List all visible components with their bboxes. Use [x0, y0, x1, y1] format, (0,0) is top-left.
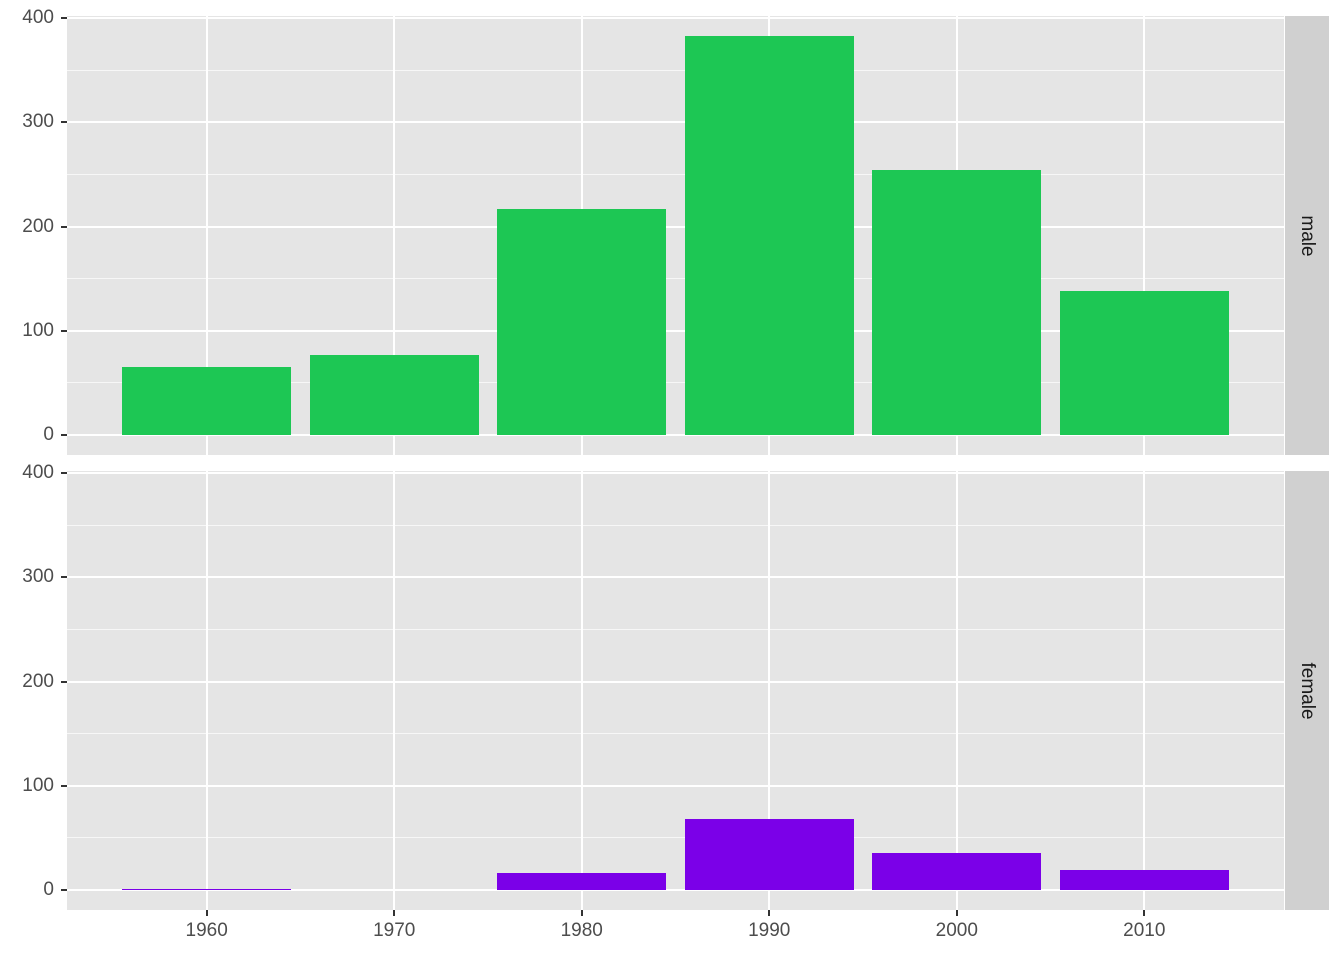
- vertical-gridline: [580, 471, 583, 910]
- vertical-gridline: [393, 471, 396, 910]
- major-gridline: [67, 121, 1284, 124]
- x-tick-label: 1990: [748, 920, 791, 941]
- bar-female-1980: [497, 873, 667, 891]
- bar-male-2010: [1059, 291, 1229, 436]
- y-tick: [61, 472, 67, 475]
- y-tick-label: 400: [22, 462, 54, 484]
- facet-strip-label: female: [1297, 661, 1318, 720]
- y-tick: [61, 225, 67, 228]
- bar-male-1980: [497, 208, 667, 436]
- minor-gridline: [67, 382, 1284, 384]
- minor-gridline: [67, 174, 1284, 176]
- y-tick-label: 400: [22, 7, 54, 29]
- x-tick: [955, 910, 958, 916]
- major-gridline: [67, 889, 1284, 892]
- bar-male-1960: [122, 367, 292, 436]
- y-tick: [61, 329, 67, 332]
- vertical-gridline: [1143, 471, 1146, 910]
- minor-gridline: [67, 278, 1284, 280]
- minor-gridline: [67, 524, 1284, 526]
- bar-male-2000: [872, 170, 1042, 436]
- x-tick-label: 2010: [1123, 920, 1166, 941]
- major-gridline: [67, 472, 1284, 475]
- vertical-gridline: [205, 471, 208, 910]
- vertical-gridline: [768, 471, 771, 910]
- y-tick-label: 300: [22, 566, 54, 588]
- vertical-gridline: [205, 16, 208, 455]
- facet-strip-male: male: [1285, 16, 1329, 455]
- bar-female-1990: [684, 819, 854, 891]
- bar-female-2000: [872, 852, 1042, 891]
- y-tick: [61, 889, 67, 892]
- minor-gridline: [67, 629, 1284, 631]
- x-tick: [768, 910, 771, 916]
- y-tick-label: 0: [43, 879, 54, 901]
- major-gridline: [67, 225, 1284, 228]
- x-tick: [393, 910, 396, 916]
- y-tick: [61, 784, 67, 787]
- minor-gridline: [67, 837, 1284, 839]
- facet-panel-male: [67, 16, 1284, 455]
- x-tick: [205, 910, 208, 916]
- major-gridline: [67, 784, 1284, 787]
- x-tick-label: 1960: [185, 920, 228, 941]
- facet-strip-label: male: [1297, 214, 1318, 257]
- facet-strip-female: female: [1285, 471, 1329, 910]
- y-tick-label: 200: [22, 215, 54, 237]
- bar-female-2010: [1059, 870, 1229, 891]
- y-tick: [61, 17, 67, 20]
- y-tick-label: 300: [22, 111, 54, 133]
- y-tick: [61, 121, 67, 124]
- x-tick-label: 2000: [935, 920, 978, 941]
- y-tick-label: 100: [22, 774, 54, 796]
- x-tick: [580, 910, 583, 916]
- major-gridline: [67, 17, 1284, 20]
- major-gridline: [67, 434, 1284, 437]
- minor-gridline: [67, 69, 1284, 71]
- major-gridline: [67, 680, 1284, 683]
- bar-male-1990: [684, 35, 854, 436]
- x-tick-label: 1970: [373, 920, 416, 941]
- major-gridline: [67, 576, 1284, 579]
- x-tick-label: 1980: [560, 920, 603, 941]
- facet-panel-female: [67, 471, 1284, 910]
- y-tick-label: 100: [22, 319, 54, 341]
- minor-gridline: [67, 733, 1284, 735]
- y-tick-label: 200: [22, 670, 54, 692]
- y-tick: [61, 434, 67, 437]
- y-tick-label: 0: [43, 424, 54, 446]
- vertical-gridline: [955, 471, 958, 910]
- vertical-gridline: [1143, 16, 1146, 455]
- bar-male-1970: [309, 354, 479, 436]
- major-gridline: [67, 329, 1284, 332]
- y-tick: [61, 680, 67, 683]
- bar-female-1960: [122, 889, 292, 891]
- vertical-gridline: [393, 16, 396, 455]
- y-tick: [61, 576, 67, 579]
- x-tick: [1143, 910, 1146, 916]
